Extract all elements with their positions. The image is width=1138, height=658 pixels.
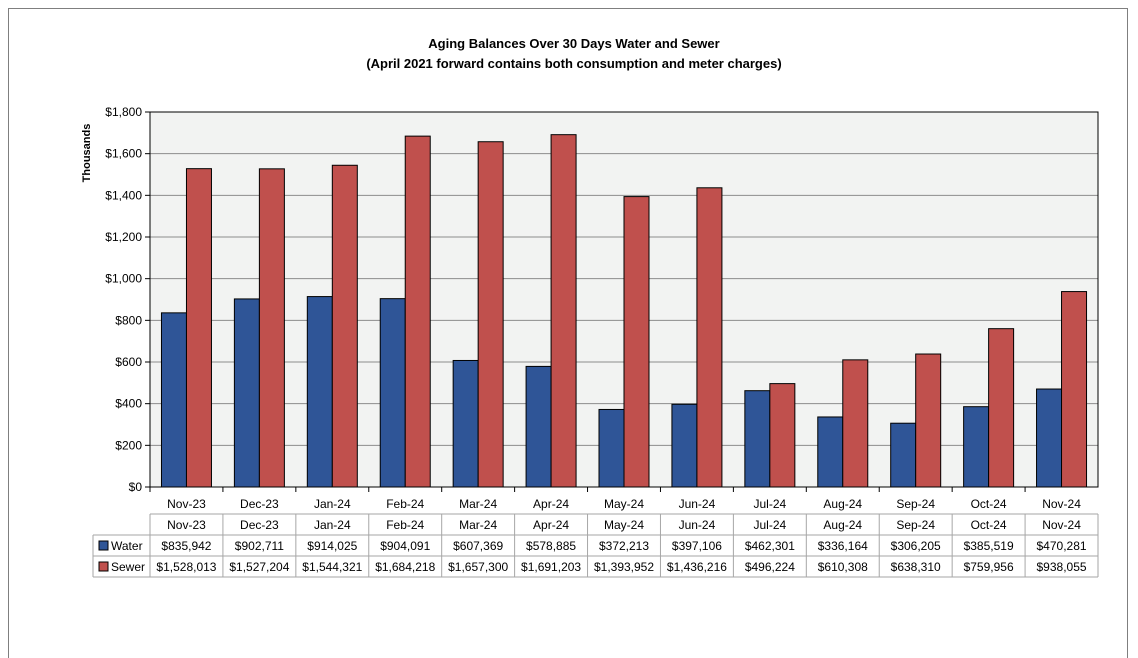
- bar-water: [233, 298, 260, 488]
- y-tick-label: $400: [115, 397, 142, 411]
- legend-label-sewer: Sewer: [111, 560, 145, 574]
- y-tick-label: $1,400: [105, 188, 142, 202]
- bar-water: [598, 408, 625, 488]
- table-header-cell: Jun-24: [679, 518, 716, 532]
- bar-water: [817, 416, 844, 488]
- x-tick-label: May-24: [604, 497, 644, 511]
- x-tick-label: Aug-24: [823, 497, 862, 511]
- table-header-cell: Aug-24: [823, 518, 862, 532]
- bar-water: [963, 406, 990, 488]
- y-axis-label: Thousands: [81, 124, 93, 183]
- legend-key-sewer: [98, 561, 109, 572]
- x-tick-label: Jul-24: [754, 497, 787, 511]
- table-cell-sewer: $610,308: [818, 560, 868, 574]
- bar-sewer: [988, 328, 1015, 488]
- table-cell-sewer: $759,956: [964, 560, 1014, 574]
- y-tick-label: $1,800: [105, 105, 142, 119]
- legend-label-water: Water: [111, 539, 143, 553]
- bar-sewer: [477, 141, 504, 488]
- y-tick-label: $200: [115, 438, 142, 452]
- bar-sewer: [258, 168, 285, 488]
- table-cell-water: $904,091: [380, 539, 430, 553]
- table-header-cell: Mar-24: [459, 518, 497, 532]
- table-cell-sewer: $1,436,216: [667, 560, 727, 574]
- table-cell-sewer: $496,224: [745, 560, 795, 574]
- table-cell-water: $385,519: [964, 539, 1014, 553]
- table-cell-sewer: $1,528,013: [156, 560, 216, 574]
- bar-water: [890, 422, 917, 488]
- bar-water: [379, 298, 406, 488]
- chart-frame: [8, 8, 1128, 658]
- table-header-cell: Nov-24: [1042, 518, 1081, 532]
- bar-sewer: [1061, 291, 1088, 488]
- table-header-cell: Oct-24: [971, 518, 1007, 532]
- table-cell-sewer: $1,691,203: [521, 560, 581, 574]
- bar-water: [1036, 388, 1063, 488]
- table-cell-water: $372,213: [599, 539, 649, 553]
- table-cell-water: $336,164: [818, 539, 868, 553]
- table-header-cell: Feb-24: [386, 518, 424, 532]
- table-cell-sewer: $1,527,204: [229, 560, 289, 574]
- bar-sewer: [696, 187, 723, 488]
- table-cell-sewer: $938,055: [1037, 560, 1087, 574]
- table-header-cell: Jul-24: [754, 518, 787, 532]
- x-tick-label: Sep-24: [896, 497, 935, 511]
- bar-sewer: [404, 135, 431, 488]
- y-tick-label: $1,200: [105, 230, 142, 244]
- x-tick-label: Dec-23: [240, 497, 279, 511]
- y-tick-label: $800: [115, 313, 142, 327]
- x-tick-label: Mar-24: [459, 497, 497, 511]
- plot-area: $0 $200 $400 $600 $800 $1,000 $1,200 $1,400 $1,6…: [105, 105, 1099, 511]
- table-cell-water: $835,942: [161, 539, 211, 553]
- chart-title: Aging Balances Over 30 Days Water and Se…: [428, 36, 719, 51]
- bar-water: [671, 403, 698, 488]
- y-tick-label: $600: [115, 355, 142, 369]
- legend-key-water: [98, 540, 109, 551]
- bar-sewer: [185, 168, 212, 488]
- y-tick-label: $1,600: [105, 147, 142, 161]
- bar-water: [525, 365, 552, 488]
- bar-water: [744, 390, 771, 488]
- bar-sewer: [769, 383, 796, 488]
- x-tick-label: Oct-24: [971, 497, 1007, 511]
- table-header-cell: Nov-23: [167, 518, 206, 532]
- bar-sewer: [842, 359, 869, 488]
- bar-water: [160, 312, 187, 488]
- bar-sewer: [331, 164, 358, 488]
- data-table: Nov-23 Dec-23 Jan-24 Feb-24 Mar-24 Apr-24 May-…: [92, 513, 1099, 578]
- table-cell-sewer: $1,544,321: [302, 560, 362, 574]
- table-cell-sewer: $1,684,218: [375, 560, 435, 574]
- table-header-cell: Apr-24: [533, 518, 569, 532]
- x-tick-label: Nov-24: [1042, 497, 1081, 511]
- y-tick-label: $0: [129, 480, 143, 494]
- bar-water: [306, 296, 333, 488]
- x-tick-label: Nov-23: [167, 497, 206, 511]
- x-tick-label: Feb-24: [386, 497, 424, 511]
- y-tick-label: $1,000: [105, 272, 142, 286]
- table-header-cell: Jan-24: [314, 518, 351, 532]
- table-cell-sewer: $638,310: [891, 560, 941, 574]
- x-tick-label: Apr-24: [533, 497, 569, 511]
- table-header-cell: Sep-24: [896, 518, 935, 532]
- table-header-cell: May-24: [604, 518, 644, 532]
- bar-sewer: [915, 353, 942, 488]
- table-cell-sewer: $1,657,300: [448, 560, 508, 574]
- table-cell-sewer: $1,393,952: [594, 560, 654, 574]
- table-cell-water: $578,885: [526, 539, 576, 553]
- bar-water: [452, 359, 479, 488]
- bar-sewer: [550, 134, 577, 488]
- table-cell-water: $607,369: [453, 539, 503, 553]
- table-cell-water: $902,711: [235, 539, 284, 553]
- table-cell-water: $397,106: [672, 539, 722, 553]
- table-cell-water: $470,281: [1037, 539, 1087, 553]
- x-tick-label: Jan-24: [314, 497, 351, 511]
- table-cell-water: $462,301: [745, 539, 795, 553]
- chart-subtitle: (April 2021 forward contains both consum…: [366, 56, 781, 71]
- bar-sewer: [623, 196, 650, 488]
- table-cell-water: $914,025: [307, 539, 357, 553]
- table-cell-water: $306,205: [891, 539, 941, 553]
- table-header-cell: Dec-23: [240, 518, 279, 532]
- x-tick-label: Jun-24: [679, 497, 716, 511]
